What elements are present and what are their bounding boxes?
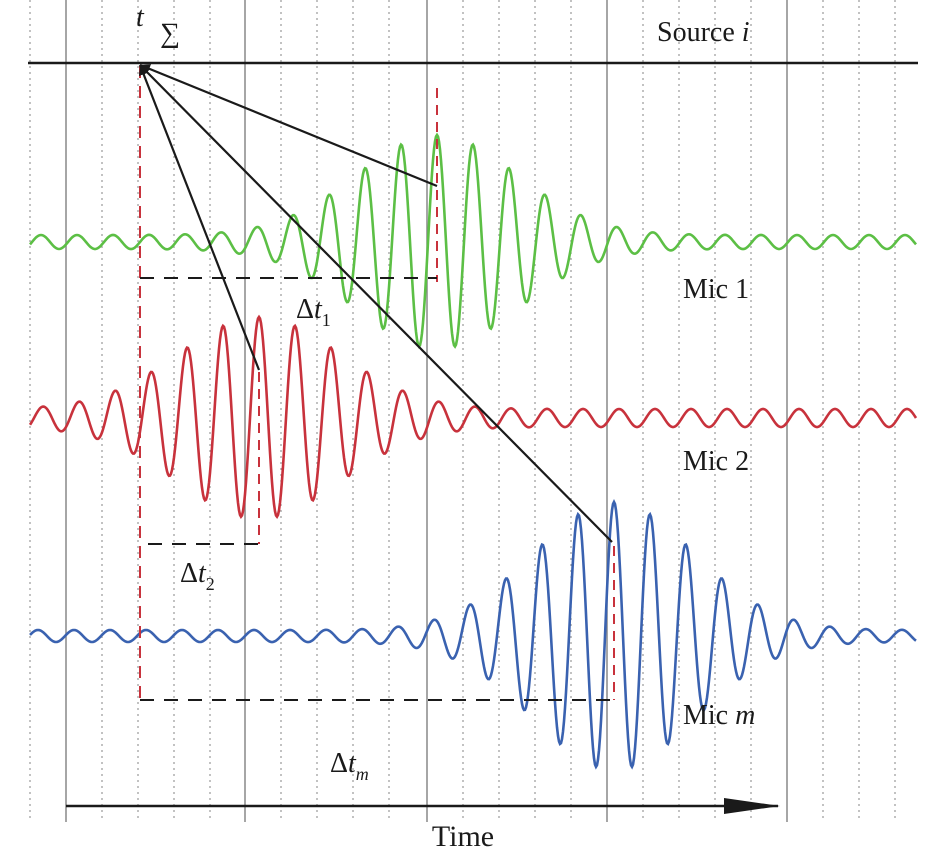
time-axis-label: Time	[432, 820, 494, 853]
mic-2-label: Mic 2	[683, 446, 749, 477]
delay-1-label: Δt1	[296, 294, 331, 330]
time-axis-arrowhead	[724, 798, 780, 814]
mic-waveforms	[28, 132, 918, 770]
delay-markers	[139, 66, 615, 701]
delay-m-label: Δtm	[330, 748, 369, 784]
sum-symbol: ∑	[160, 18, 180, 49]
delay-arrow	[139, 64, 613, 543]
source-label: Source i	[657, 17, 750, 48]
sum-time-label: t	[136, 2, 145, 33]
delay-2-label: Δt2	[180, 558, 215, 594]
mic-m-label: Mic m	[683, 700, 755, 731]
time-grid	[29, 0, 896, 822]
delay-arrows	[138, 63, 613, 543]
waveform-mic-m	[29, 499, 917, 770]
delay-arrow	[139, 63, 438, 188]
delay-arrow	[138, 64, 261, 371]
waveform-mic-2	[28, 314, 918, 520]
waveform-mic-1	[29, 132, 917, 349]
mic-1-label: Mic 1	[683, 274, 749, 305]
